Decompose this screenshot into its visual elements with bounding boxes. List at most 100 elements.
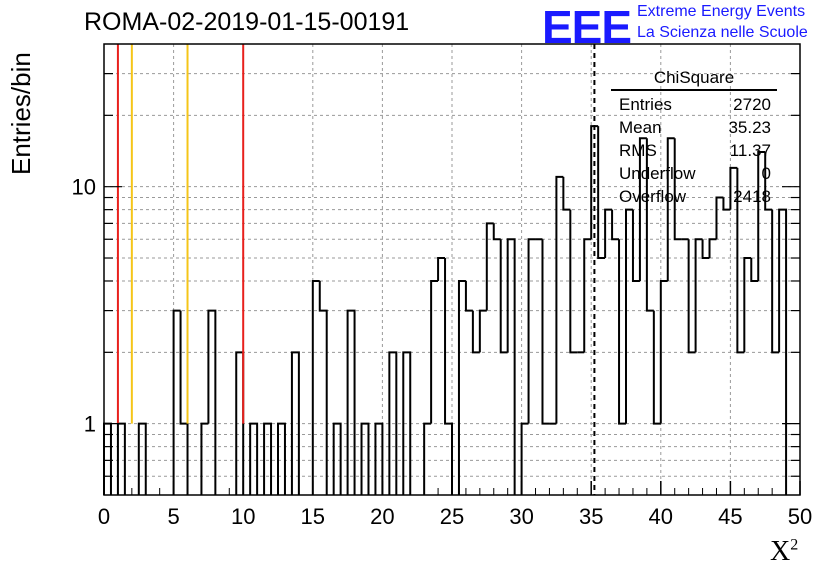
stats-label: Entries (619, 95, 672, 114)
x-tick-label: 35 (579, 504, 603, 529)
histogram-bin (722, 197, 731, 211)
x-tick-label: 30 (509, 504, 533, 529)
x-tick-label: 45 (718, 504, 742, 529)
histogram-bin (764, 152, 773, 211)
histogram-bin (402, 351, 412, 495)
stats-row: Entries 2720 (611, 95, 777, 118)
histogram-bin (743, 257, 752, 353)
histogram-bin (569, 209, 578, 354)
x-tick-label: 5 (167, 504, 179, 529)
histogram-bin (263, 422, 273, 495)
histogram-bin (625, 208, 633, 424)
axis-ticks: 0 5 10 15 20 25 30 35 40 45 50 1 10 (72, 73, 812, 529)
histogram-bin (249, 422, 259, 495)
histogram-bin (583, 238, 592, 353)
stats-title: ChiSquare (611, 68, 777, 91)
x-axis-label: X2 (770, 536, 799, 567)
histogram-bin (332, 422, 342, 495)
histogram-bin (360, 422, 370, 495)
stats-label: RMS (619, 141, 657, 160)
marker-lines (116, 44, 596, 495)
histogram-bin (485, 222, 494, 311)
histogram-bin (311, 279, 320, 495)
histogram-bin (520, 422, 529, 495)
stats-row: Underflow 0 (611, 164, 777, 187)
histogram-bin (618, 239, 626, 425)
histogram-bin (757, 151, 766, 281)
histogram-bin (611, 209, 620, 241)
histogram-bin (659, 279, 668, 424)
histogram-bin (750, 258, 759, 282)
histogram-bin (471, 310, 480, 354)
histogram-bin (172, 309, 181, 495)
histogram-bin (464, 280, 473, 312)
stats-value: 0 (761, 164, 771, 183)
y-tick-label: 10 (72, 175, 96, 200)
y-axis-label: Entries/bin (6, 52, 36, 176)
histogram-bin (290, 351, 300, 495)
histogram-bin (666, 137, 675, 281)
histogram-bin (444, 258, 453, 495)
histogram-bin (645, 138, 654, 312)
histogram-bin (771, 209, 780, 354)
histogram-bin (590, 125, 599, 240)
histogram-bin (457, 279, 466, 495)
x-tick-label: 0 (98, 504, 110, 529)
eee-logo: EEE (542, 1, 632, 53)
histogram-bin (562, 176, 571, 211)
stats-row: Mean 35.23 (611, 118, 777, 141)
histogram-bin (631, 209, 640, 282)
histogram-bin (715, 196, 724, 240)
x-tick-label: 10 (231, 504, 255, 529)
histogram-bin (638, 137, 647, 281)
histogram-bin (318, 280, 328, 495)
histogram-bin (430, 279, 439, 424)
logo-line-2: La Scienza nelle Scuole (637, 24, 808, 41)
histogram-bin (701, 239, 710, 260)
stats-label: Underflow (619, 164, 696, 183)
logo-line-1: Extreme Energy Events (637, 3, 806, 20)
stats-label: Mean (619, 118, 662, 137)
histogram-bin (506, 238, 516, 495)
histogram-bin (687, 239, 696, 354)
histogram-bin (652, 310, 661, 425)
histogram-bin (374, 422, 384, 495)
histogram-bin (604, 208, 613, 259)
stats-value: 35.23 (728, 118, 771, 137)
x-tick-label: 20 (370, 504, 394, 529)
chart-title: ROMA-02-2019-01-15-00191 (84, 8, 410, 36)
histogram-bin (346, 309, 356, 495)
histogram-bin (729, 166, 738, 210)
x-tick-label: 25 (440, 504, 464, 529)
histogram-bin (200, 422, 209, 495)
stats-label: Overflow (619, 187, 687, 206)
histogram-bin (541, 239, 550, 425)
histogram-bin (555, 175, 564, 424)
stats-value: 2720 (733, 95, 771, 114)
histogram-bin (388, 351, 398, 495)
stats-box: ChiSquare Entries 2720 Mean 35.23 RMS 11.37… (611, 68, 777, 210)
histogram-bin (673, 138, 682, 241)
histogram-bin (527, 238, 536, 424)
histogram-bin (207, 309, 217, 495)
histogram-bin (179, 310, 189, 495)
histogram-bin (597, 126, 606, 260)
stats-value: 2418 (733, 187, 771, 206)
histogram-bin (137, 422, 147, 495)
histogram-bin (423, 422, 432, 495)
stats-row: Overflow 2418 (611, 187, 777, 210)
histogram-bin (708, 238, 717, 259)
stats-value: 11.37 (729, 141, 771, 160)
histogram-bin (437, 257, 446, 281)
x-tick-label: 50 (788, 504, 812, 529)
stats-row: RMS 11.37 (611, 141, 777, 164)
histogram-bin (478, 309, 487, 353)
histogram-bin (736, 167, 745, 354)
x-tick-label: 40 (649, 504, 673, 529)
y-tick-label: 1 (84, 412, 96, 437)
histogram-bin (492, 223, 501, 241)
histogram-bin (499, 239, 508, 354)
x-tick-label: 15 (301, 504, 325, 529)
histogram-bin (778, 208, 788, 495)
